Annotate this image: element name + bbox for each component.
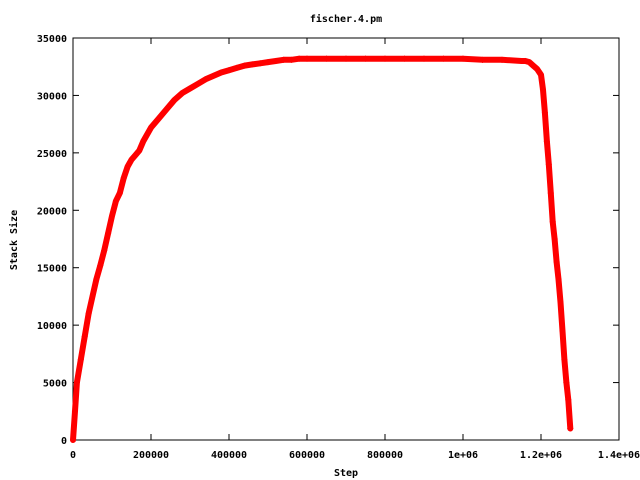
- x-tick-label: 0: [70, 450, 76, 461]
- x-tick-label: 1.2e+06: [520, 450, 562, 461]
- x-tick-label: 800000: [367, 450, 403, 461]
- y-tick-label: 25000: [37, 149, 67, 160]
- x-tick-label: 1.4e+06: [598, 450, 640, 461]
- chart-title: fischer.4.pm: [310, 13, 382, 25]
- y-axis-label: Stack Size: [8, 210, 20, 270]
- x-tick-label: 400000: [211, 450, 247, 461]
- series-trace: [70, 55, 574, 443]
- data-points: [70, 55, 574, 443]
- axis-ticks: 0 200000 400000 600000 800000 1e+06 1.2e+06 1.4…: [37, 34, 640, 461]
- plot-frame: [72, 37, 620, 441]
- x-tick-label: 200000: [133, 450, 169, 461]
- y-tick-label: 20000: [37, 206, 67, 217]
- y-tick-label: 30000: [37, 91, 67, 102]
- x-tick-label: 600000: [289, 450, 325, 461]
- x-axis-label: Step: [334, 468, 358, 479]
- y-tick-label: 0: [61, 436, 67, 447]
- y-tick-label: 5000: [43, 379, 67, 390]
- y-tick-label: 35000: [37, 34, 67, 45]
- y-tick-label: 15000: [37, 264, 67, 275]
- x-tick-label: 1e+06: [448, 450, 478, 461]
- y-tick-label: 10000: [37, 321, 67, 332]
